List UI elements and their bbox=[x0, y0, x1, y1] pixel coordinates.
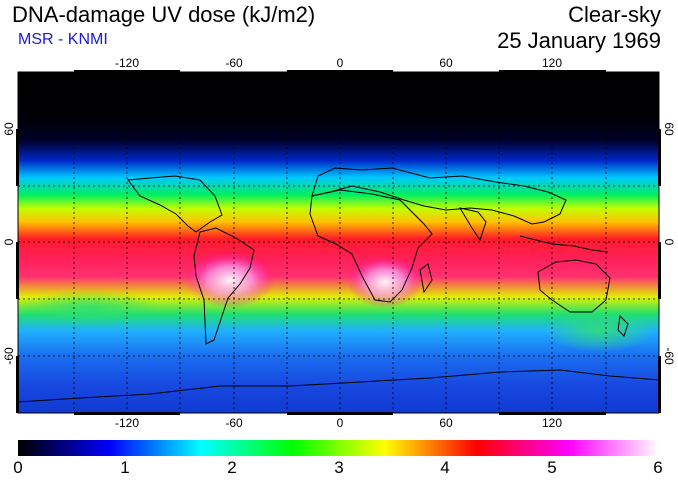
lat-label-right-m60: -60 bbox=[662, 347, 676, 365]
coast-madagascar bbox=[419, 263, 433, 294]
coast-africa bbox=[309, 189, 433, 303]
coast-south-america bbox=[193, 227, 255, 345]
colorbar-label-2: 2 bbox=[227, 458, 237, 477]
lon-label-top-m60: -60 bbox=[225, 56, 243, 70]
coast-india bbox=[458, 207, 487, 242]
map-date: 25 January 1969 bbox=[497, 28, 661, 53]
colorbar-label-1: 1 bbox=[120, 458, 130, 477]
graticule bbox=[18, 72, 659, 413]
coast-north-america bbox=[127, 175, 223, 233]
colorbar-label-3: 3 bbox=[334, 458, 344, 477]
map-title: DNA-damage UV dose (kJ/m2) bbox=[12, 2, 316, 27]
lat-label-right-60: 60 bbox=[662, 122, 676, 136]
colorbar bbox=[18, 440, 659, 456]
uv-field bbox=[18, 72, 659, 413]
lon-label-bottom-120: 120 bbox=[542, 416, 562, 430]
lat-label-left-m60: -60 bbox=[2, 347, 16, 365]
lon-label-top-0: 0 bbox=[337, 56, 344, 70]
colorbar-label-6: 6 bbox=[653, 458, 663, 477]
lon-label-bottom-60: 60 bbox=[439, 416, 453, 430]
coastlines bbox=[18, 167, 659, 403]
colorbar-label-5: 5 bbox=[547, 458, 557, 477]
sky-condition: Clear-sky bbox=[568, 2, 661, 27]
lon-label-top-60: 60 bbox=[439, 56, 453, 70]
lat-label-left-60: 60 bbox=[2, 122, 16, 136]
map-source: MSR - KNMI bbox=[18, 31, 108, 48]
lat-label-right-0: 0 bbox=[662, 239, 676, 246]
coast-antarctica bbox=[18, 369, 659, 403]
colorbar-label-0: 0 bbox=[13, 458, 23, 477]
lon-label-bottom-m120: -120 bbox=[115, 416, 139, 430]
coast-australia bbox=[537, 259, 611, 313]
coast-indonesia bbox=[519, 235, 609, 253]
coast-new-zealand bbox=[617, 314, 629, 337]
lat-label-left-0: 0 bbox=[2, 238, 16, 245]
lon-label-top-m120: -120 bbox=[115, 56, 139, 70]
lon-label-bottom-0: 0 bbox=[337, 416, 344, 430]
lon-label-bottom-m60: -60 bbox=[225, 416, 243, 430]
frame-ticks bbox=[16, 70, 661, 415]
lon-label-top-120: 120 bbox=[542, 56, 562, 70]
colorbar-label-4: 4 bbox=[440, 458, 450, 477]
